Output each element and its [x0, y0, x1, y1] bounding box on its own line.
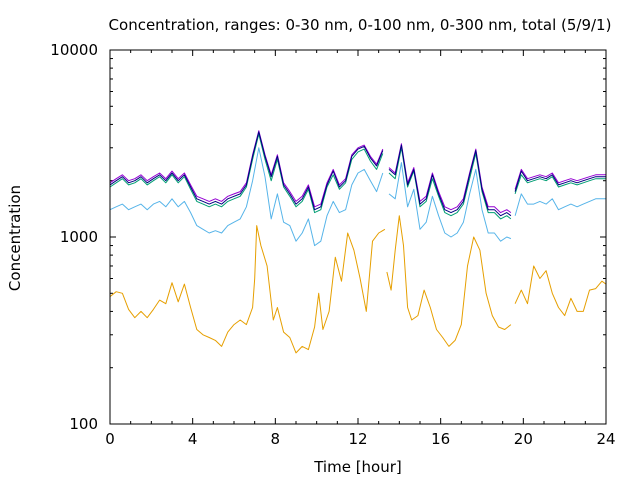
x-tick-label: 16 [431, 430, 450, 448]
y-axis-label: Concentration [6, 185, 24, 291]
x-tick-label: 12 [348, 430, 367, 448]
plot-frame [109, 49, 607, 425]
x-tick-label: 24 [596, 430, 615, 448]
x-axis-label: Time [hour] [313, 458, 402, 476]
x-tick-label: 8 [271, 430, 281, 448]
series-layer [109, 130, 607, 354]
y-tick-label: 10000 [50, 41, 98, 59]
x-tick-label: 0 [105, 430, 115, 448]
series-line-2 [109, 147, 606, 247]
tick-layer: 0 4 8 12 16 20 24 100 1000 10000 [50, 41, 615, 448]
series-line-5 [109, 131, 606, 217]
series-line-3 [109, 133, 606, 220]
y-tick-label: 1000 [60, 228, 98, 246]
y-tick-label: 100 [69, 415, 98, 433]
series-line-1 [109, 215, 607, 354]
series-line-4 [109, 130, 606, 214]
x-tick-label: 4 [188, 430, 198, 448]
chart-title: Concentration, ranges: 0-30 nm, 0-100 nm… [109, 16, 612, 34]
x-tick-label: 20 [514, 430, 533, 448]
